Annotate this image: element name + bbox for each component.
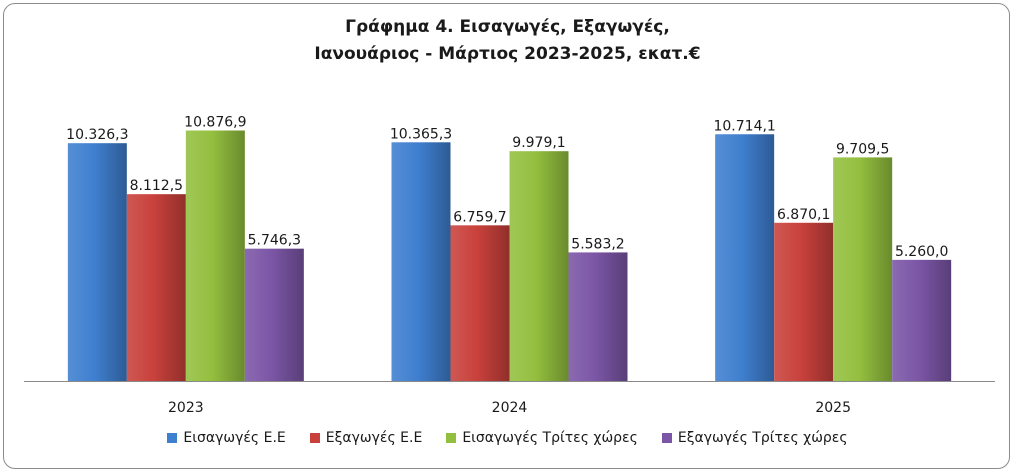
legend-swatch [167,433,178,443]
legend-swatch [661,433,672,443]
x-tick-label: 2025 [815,400,851,416]
data-label: 9.979,1 [512,135,565,151]
data-label: 5.260,0 [895,244,948,260]
x-tick-label: 2023 [168,400,204,416]
bar-2024-series-1 [450,225,510,381]
legend-item: Εξαγωγές Ε.Ε [309,430,423,446]
chart-title: Γράφημα 4. Εισαγωγές, Εξαγωγές, Ιανουάρι… [0,14,1015,68]
chart-legend: Εισαγωγές Ε.Ε Εξαγωγές Ε.Ε Εισαγωγές Τρί… [0,430,1015,446]
legend-label: Εξαγωγές Τρίτες χώρες [677,430,848,446]
legend-item: Εισαγωγές Τρίτες χώρες [446,430,638,446]
legend-label: Εισαγωγές Ε.Ε [183,430,286,446]
bar-2023-series-1 [126,194,186,381]
bar-2024-series-2 [509,151,569,381]
bar-2025-series-2 [833,157,893,381]
legend-label: Εισαγωγές Τρίτες χώρες [462,430,638,446]
data-label: 10.326,3 [66,127,128,143]
data-label: 6.870,1 [777,207,830,223]
chart-title-line-2: Ιανουάριος - Μάρτιος 2023-2025, εκατ.€ [314,44,701,64]
bar-2025-series-3 [892,259,952,381]
data-label: 9.709,5 [836,141,889,157]
legend-swatch [446,433,457,443]
legend-label: Εξαγωγές Ε.Ε [325,430,423,446]
data-label: 10.876,9 [184,115,246,131]
bar-2023-series-3 [244,248,304,381]
bar-2023-series-2 [185,130,245,381]
x-tick-label: 2024 [492,400,528,416]
data-label: 10.365,3 [390,126,452,142]
bar-2024-series-0 [391,142,451,381]
data-label: 10.714,1 [713,118,775,134]
data-label: 5.746,3 [248,233,301,249]
bar-2025-series-1 [774,222,834,381]
bar-2024-series-3 [568,252,628,381]
legend-swatch [309,433,320,443]
bar-2023-series-0 [67,143,127,381]
legend-item: Εξαγωγές Τρίτες χώρες [661,430,848,446]
chart-title-line-1: Γράφημα 4. Εισαγωγές, Εξαγωγές, [345,17,670,37]
bar-2025-series-0 [715,134,775,381]
legend-item: Εισαγωγές Ε.Ε [167,430,286,446]
data-label: 8.112,5 [130,178,183,194]
data-label: 5.583,2 [571,236,624,252]
data-label: 6.759,7 [453,209,506,225]
